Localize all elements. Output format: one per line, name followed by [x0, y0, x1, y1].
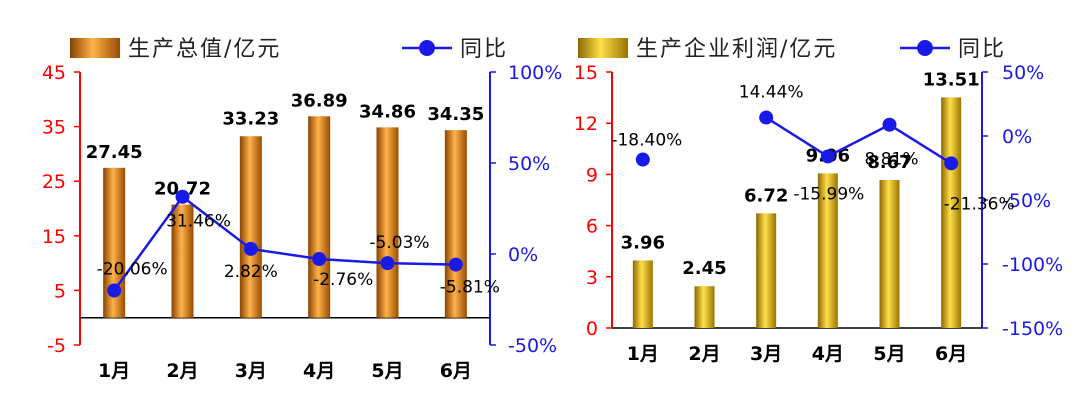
yoy-value-label: 31.46% — [166, 212, 231, 232]
legend-label-line: 同比 — [460, 37, 508, 62]
bar — [879, 180, 900, 328]
yoy-value-label: -18.40% — [611, 131, 682, 151]
left-tick-label: 3 — [586, 267, 598, 289]
right-tick-label: 50% — [1002, 62, 1044, 84]
right-tick-label: -100% — [1002, 254, 1063, 276]
bar — [103, 167, 126, 318]
left-tick-label: -5 — [47, 335, 66, 357]
bar — [817, 173, 838, 328]
bar — [239, 136, 262, 318]
category-label: 2月 — [688, 343, 720, 365]
bar — [444, 130, 467, 318]
category-label: 4月 — [303, 360, 335, 382]
chart-production-value: 生产总值/亿元 同比 45 35 25 15 5 -5 100% 50% 0% -50% 27.45 1月… — [42, 37, 563, 382]
legend: 生产总值/亿元 同比 — [70, 37, 508, 62]
yoy-point — [882, 117, 897, 132]
chart-enterprise-profit: 生产企业利润/亿元 同比 15 12 9 6 3 0 50% 0% -50% -100% -150% 3.… — [574, 37, 1063, 365]
left-tick-label: 15 — [42, 226, 66, 248]
yoy-point — [243, 241, 258, 256]
bar-value-label: 3.96 — [621, 232, 665, 253]
yoy-point — [944, 156, 959, 171]
yoy-point — [820, 149, 835, 164]
bar-value-label: 20.72 — [154, 179, 211, 200]
legend-marker — [917, 40, 933, 56]
right-tick-label: -150% — [1002, 318, 1063, 340]
category-label: 5月 — [873, 343, 905, 365]
bar — [308, 116, 331, 318]
yoy-value-label: 8.81% — [864, 150, 918, 170]
right-tick-label: -50% — [508, 335, 557, 357]
bar-value-label: 2.45 — [682, 258, 726, 279]
category-label: 1月 — [627, 343, 659, 365]
yoy-value-label: -2.76% — [313, 270, 373, 290]
category-label: 3月 — [750, 343, 782, 365]
bar-value-label: 36.89 — [291, 90, 348, 111]
yoy-line — [765, 116, 952, 165]
yoy-value-label: -20.06% — [97, 260, 168, 280]
left-tick-label: 0 — [586, 318, 598, 340]
bar — [632, 260, 653, 328]
category-label: 3月 — [235, 360, 267, 382]
left-tick-label: 45 — [42, 62, 66, 84]
yoy-point — [107, 283, 122, 298]
bar — [171, 204, 194, 318]
left-tick-label: 5 — [54, 280, 66, 302]
right-tick-label: 0% — [508, 244, 538, 266]
left-tick-label: 35 — [42, 117, 66, 139]
bar — [756, 213, 777, 328]
yoy-value-label: -21.36% — [944, 194, 1015, 214]
category-label: 4月 — [812, 343, 844, 365]
legend-marker — [419, 40, 435, 56]
bar-value-label: 8.67 — [867, 152, 911, 173]
right-tick-label: 100% — [508, 62, 562, 84]
yoy-value-label: -5.03% — [369, 233, 429, 253]
right-tick-label: 50% — [508, 153, 550, 175]
bar — [941, 97, 962, 328]
bar-value-label: 6.72 — [744, 185, 788, 206]
yoy-value-label: -5.81% — [440, 278, 500, 298]
category-label: 1月 — [98, 360, 130, 382]
bar-value-label: 13.51 — [923, 69, 980, 90]
bar-value-label: 27.45 — [86, 142, 143, 163]
legend: 生产企业利润/亿元 同比 — [578, 37, 1006, 62]
yoy-point — [312, 252, 327, 267]
legend-swatch-bar — [70, 38, 120, 58]
category-label: 6月 — [935, 343, 967, 365]
yoy-value-label: 2.82% — [224, 262, 278, 282]
legend-label-line: 同比 — [958, 37, 1006, 62]
yoy-value-label: -15.99% — [793, 184, 864, 204]
category-label: 2月 — [166, 360, 198, 382]
yoy-point — [635, 152, 650, 167]
bar — [376, 127, 399, 318]
right-tick-label: -50% — [1002, 190, 1051, 212]
yoy-point — [448, 257, 463, 272]
legend-swatch-bar — [578, 38, 628, 58]
left-tick-label: 9 — [586, 164, 598, 186]
yoy-point — [175, 189, 190, 204]
bar-value-label: 33.23 — [222, 108, 279, 129]
left-tick-label: 15 — [574, 62, 598, 84]
category-label: 6月 — [440, 360, 472, 382]
yoy-value-label: 14.44% — [739, 83, 804, 103]
bar-value-label: 34.35 — [427, 104, 484, 125]
category-label: 5月 — [371, 360, 403, 382]
yoy-point — [380, 256, 395, 271]
right-tick-label: 0% — [1002, 126, 1032, 148]
left-tick-label: 25 — [42, 171, 66, 193]
bar-value-label: 34.86 — [359, 101, 416, 122]
bar — [694, 286, 715, 328]
left-tick-label: 6 — [586, 216, 598, 238]
yoy-point — [759, 110, 774, 125]
legend-label-bar: 生产企业利润/亿元 — [636, 37, 837, 62]
legend-label-bar: 生产总值/亿元 — [128, 37, 281, 62]
yoy-line — [113, 194, 456, 292]
left-tick-label: 12 — [574, 113, 598, 135]
